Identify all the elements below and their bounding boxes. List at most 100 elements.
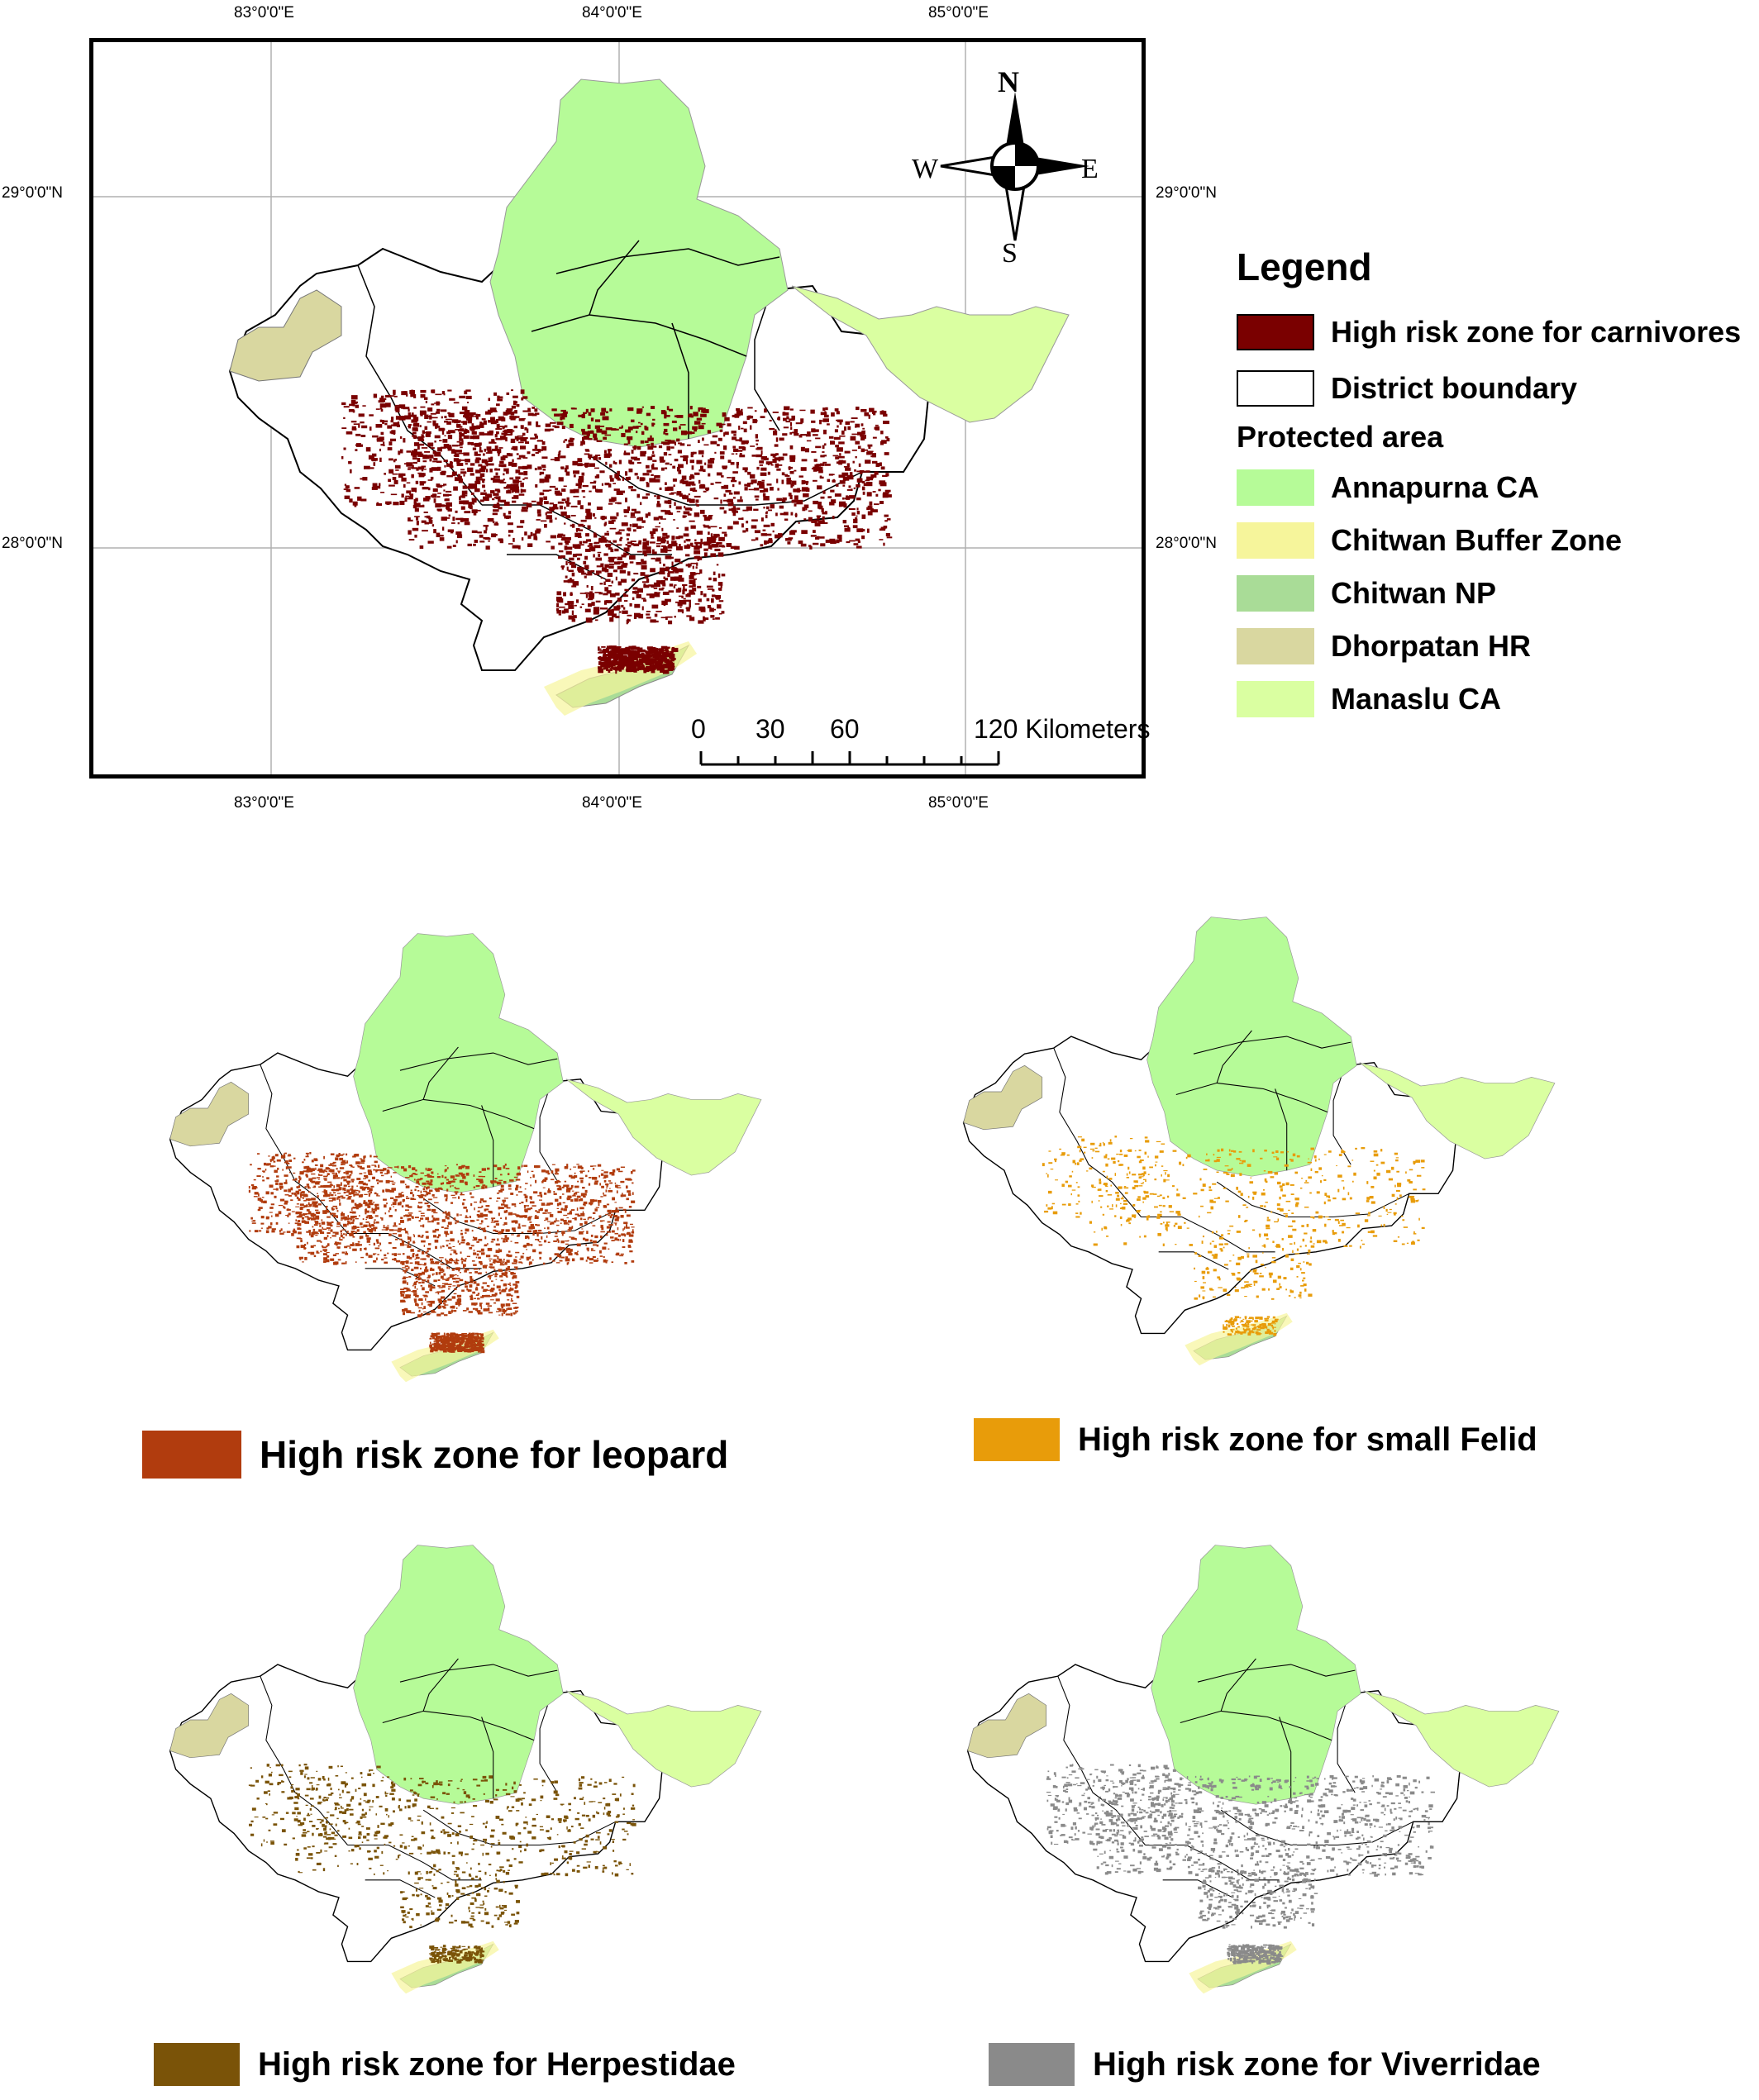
risk-speck: [572, 544, 579, 548]
risk-speck: [445, 1279, 449, 1282]
risk-speck: [426, 515, 431, 519]
risk-speck: [868, 445, 871, 449]
risk-speck: [476, 416, 479, 420]
risk-speck: [571, 1195, 577, 1197]
risk-speck: [489, 1295, 493, 1298]
west-label: W: [912, 154, 939, 184]
risk-speck: [640, 453, 646, 457]
risk-speck: [509, 1282, 511, 1285]
risk-speck: [390, 420, 393, 423]
risk-speck: [736, 410, 743, 415]
risk-speck: [398, 1223, 401, 1226]
risk-speck: [426, 1186, 428, 1190]
risk-speck: [627, 614, 632, 617]
risk-speck: [436, 408, 441, 412]
risk-speck: [582, 1211, 584, 1214]
risk-speck: [325, 1167, 329, 1170]
risk-speck: [441, 1174, 444, 1179]
risk-speck: [510, 1300, 514, 1302]
risk-speck: [390, 493, 398, 496]
risk-speck: [789, 471, 794, 474]
risk-speck: [570, 1188, 573, 1190]
risk-speck: [376, 502, 383, 506]
risk-speck: [331, 1221, 334, 1223]
risk-speck: [536, 440, 543, 442]
risk-speck: [492, 534, 498, 536]
risk-speck: [679, 562, 683, 564]
risk-speck: [813, 479, 818, 482]
risk-speck: [470, 415, 474, 417]
risk-speck: [685, 599, 691, 602]
risk-speck: [579, 483, 582, 487]
risk-speck: [751, 455, 756, 457]
risk-speck: [394, 404, 400, 407]
risk-speck: [663, 441, 670, 445]
risk-speck: [800, 543, 807, 547]
risk-speck: [613, 569, 617, 573]
risk-speck: [323, 1260, 327, 1264]
risk-speck: [727, 477, 732, 479]
risk-speck: [285, 1160, 288, 1163]
risk-speck: [570, 1168, 572, 1170]
risk-speck: [396, 1260, 401, 1263]
risk-speck: [309, 1167, 311, 1170]
risk-speck: [465, 459, 470, 463]
risk-speck: [556, 1255, 562, 1257]
risk-speck: [307, 1211, 312, 1215]
risk-speck: [513, 495, 519, 499]
risk-speck: [352, 1219, 355, 1222]
risk-speck: [459, 1272, 462, 1274]
risk-speck: [707, 537, 713, 542]
risk-speck: [516, 1194, 518, 1196]
risk-speck: [694, 421, 701, 425]
risk-speck: [296, 1203, 299, 1205]
risk-speck: [851, 488, 853, 491]
risk-speck: [730, 545, 736, 549]
risk-speck: [699, 509, 705, 514]
risk-speck: [491, 1280, 493, 1283]
risk-speck: [640, 422, 643, 426]
risk-speck: [511, 1227, 516, 1231]
risk-speck: [523, 1193, 527, 1196]
risk-speck: [330, 1258, 335, 1261]
risk-speck: [452, 517, 455, 521]
risk-speck: [801, 487, 808, 492]
risk-speck: [798, 475, 803, 478]
risk-speck: [654, 495, 656, 498]
risk-speck: [410, 1249, 414, 1252]
risk-speck: [651, 474, 654, 476]
risk-speck: [732, 512, 736, 517]
risk-speck: [460, 1232, 464, 1236]
risk-speck: [330, 1236, 331, 1239]
risk-speck: [636, 550, 642, 553]
risk-speck: [277, 1167, 279, 1170]
risk-speck: [815, 537, 820, 540]
risk-speck: [305, 1155, 309, 1158]
risk-speck: [609, 527, 617, 530]
risk-speck: [597, 551, 602, 554]
risk-speck: [407, 1236, 412, 1240]
risk-speck: [417, 1179, 422, 1181]
risk-speck: [584, 555, 588, 560]
risk-speck: [498, 1232, 502, 1235]
risk-speck: [653, 593, 660, 598]
risk-speck: [427, 1169, 431, 1172]
risk-speck: [331, 1197, 336, 1201]
risk-speck: [727, 498, 733, 503]
risk-speck: [503, 487, 511, 489]
risk-speck: [355, 1261, 357, 1263]
risk-speck: [824, 411, 827, 414]
risk-speck: [430, 476, 434, 480]
risk-speck: [312, 1213, 317, 1217]
risk-speck: [631, 543, 635, 545]
risk-speck: [665, 663, 670, 666]
risk-speck: [298, 1177, 302, 1179]
risk-speck: [446, 1196, 448, 1200]
risk-speck: [373, 1260, 377, 1263]
risk-speck: [596, 1244, 599, 1247]
risk-speck: [392, 1202, 397, 1206]
risk-speck: [582, 540, 588, 544]
risk-speck: [504, 1263, 508, 1265]
risk-speck: [590, 1250, 596, 1251]
risk-speck: [688, 563, 691, 568]
